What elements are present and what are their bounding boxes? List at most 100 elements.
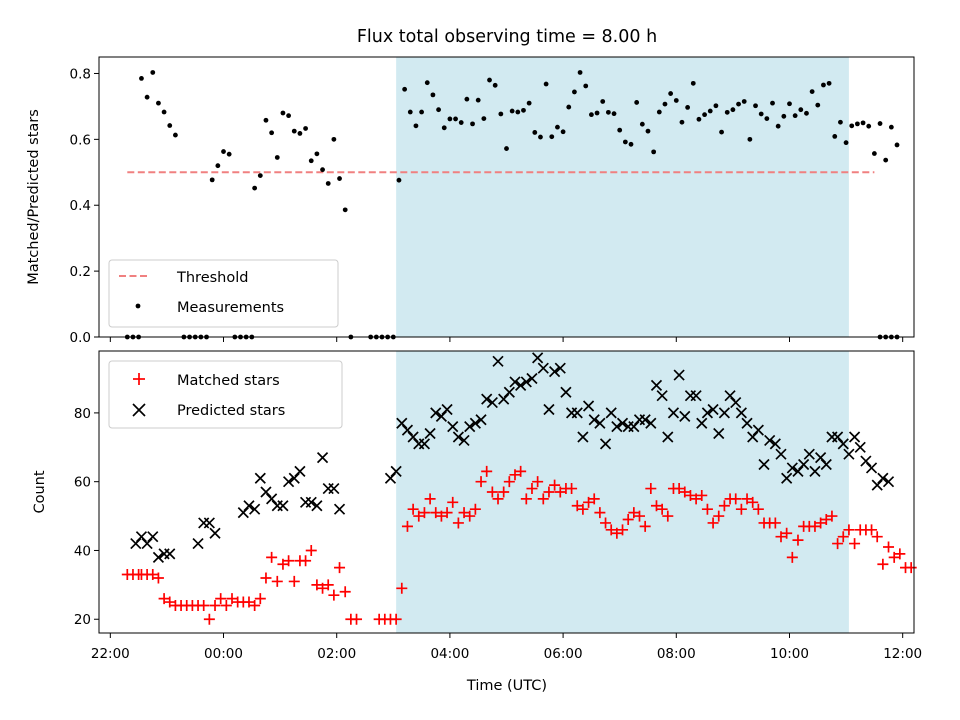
measurement-point <box>498 111 504 117</box>
matched-star-point <box>243 596 255 608</box>
matched-star-point <box>747 496 759 508</box>
measurement-point <box>447 116 453 122</box>
matched-star-point <box>503 476 515 488</box>
predicted-star-point <box>803 448 815 460</box>
matched-star-point <box>730 493 742 505</box>
ratio-ytick-label: 0.8 <box>70 66 91 82</box>
ratio-legend-box <box>108 259 339 328</box>
predicted-star-point <box>503 386 515 398</box>
measurement-point <box>453 116 458 122</box>
measurement-point <box>226 151 232 157</box>
matched-star-point <box>781 527 793 539</box>
measurement-point <box>331 136 337 142</box>
predicted-star-point <box>662 431 674 443</box>
measurement-point <box>764 116 770 121</box>
predicted-star-point <box>435 410 448 422</box>
measurement-point <box>792 113 798 119</box>
count-ytick-label: 40 <box>74 543 91 559</box>
measurement-point <box>252 185 258 191</box>
matched-star-point <box>271 575 283 587</box>
matched-star-point <box>583 496 595 508</box>
predicted-star-point <box>786 462 798 474</box>
predicted-star-point <box>294 465 306 477</box>
measurement-point <box>515 109 521 115</box>
matched-star-point <box>554 486 566 498</box>
predicted-star-point <box>611 421 623 433</box>
measurement-point <box>430 92 436 98</box>
matched-star-point <box>735 503 747 515</box>
matched-star-point <box>662 510 674 522</box>
predicted-star-point <box>747 431 759 443</box>
matched-star-point <box>515 465 527 477</box>
measurement-point <box>838 119 843 125</box>
matched-star-point <box>815 517 827 529</box>
predicted-star-point <box>498 393 510 405</box>
matched-star-point <box>407 503 419 515</box>
matched-star-point <box>679 486 691 498</box>
predicted-star-point <box>277 500 289 512</box>
predicted-star-point <box>509 376 521 388</box>
measurement-point <box>161 109 167 115</box>
matched-star-point <box>147 569 159 581</box>
predicted-star-point <box>679 410 691 422</box>
predicted-star-point <box>209 527 221 539</box>
predicted-star-point <box>130 537 142 550</box>
predicted-star-point <box>877 472 889 484</box>
matched-star-point <box>537 493 549 505</box>
time-xtick-label: 22:00 <box>91 646 130 662</box>
predicted-star-point <box>481 393 493 405</box>
predicted-star-point <box>316 452 329 464</box>
measurement-point <box>257 173 263 178</box>
measurement-point <box>888 124 894 130</box>
matched-star-point <box>650 500 662 512</box>
matched-star-point <box>283 555 295 567</box>
predicted-star-point <box>515 379 527 391</box>
measurement-point <box>487 77 492 83</box>
predicted-star-point <box>441 403 453 416</box>
matched-star-point <box>486 486 498 498</box>
predicted-star-point <box>164 548 176 560</box>
matched-star-point <box>396 582 408 594</box>
predicted-star-point <box>758 458 770 471</box>
measurement-point <box>826 80 832 86</box>
predicted-star-point <box>843 448 855 460</box>
predicted-star-point <box>667 407 680 419</box>
predicted-star-point <box>203 517 215 529</box>
predicted-star-point <box>769 438 781 450</box>
predicted-star-point <box>447 421 459 433</box>
predicted-star-point <box>781 472 793 484</box>
legend-matched-swatch <box>133 373 145 385</box>
predicted-star-point <box>656 390 668 402</box>
measurement-point <box>402 86 408 92</box>
measurement-point <box>821 82 826 88</box>
measurement-point <box>509 108 515 114</box>
matched-star-point <box>543 486 555 498</box>
predicted-star-point <box>560 386 572 398</box>
time-xtick-label: 00:00 <box>204 646 243 662</box>
measurement-point <box>538 134 543 140</box>
measurement-point <box>492 82 498 88</box>
matched-star-point <box>328 589 340 601</box>
predicted-star-point <box>616 417 629 429</box>
matched-star-point <box>435 510 447 522</box>
matched-star-point <box>390 613 402 625</box>
predicted-star-point <box>792 465 804 477</box>
chart-title: Flux total observing time = 8.00 h <box>357 27 657 47</box>
matched-star-point <box>877 558 889 570</box>
ratio-y-axis-label: Matched/Predicted stars <box>26 109 42 285</box>
matched-star-point <box>220 599 232 611</box>
matched-star-point <box>605 524 617 536</box>
matched-star-point <box>775 531 787 543</box>
matched-star-point <box>690 493 702 505</box>
matched-star-point <box>741 493 753 505</box>
predicted-star-point <box>430 407 442 419</box>
predicted-star-point <box>696 417 708 429</box>
matched-star-point <box>520 493 532 505</box>
measurement-point <box>308 158 314 164</box>
measurement-point <box>139 76 144 81</box>
matched-star-point <box>441 507 453 519</box>
predicted-star-point <box>730 396 742 409</box>
measurement-point <box>441 125 447 131</box>
measurement-point <box>668 91 674 96</box>
matched-star-point <box>701 503 713 515</box>
